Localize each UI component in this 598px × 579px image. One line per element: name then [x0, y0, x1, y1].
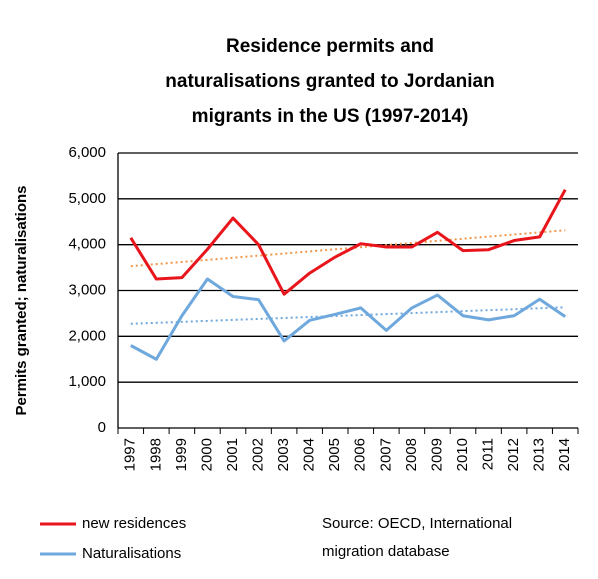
x-tick-label: 2005 — [326, 438, 343, 471]
y-axis-title: Permits granted; naturalisations — [13, 185, 30, 415]
x-tick-label: 2013 — [531, 438, 548, 471]
x-tick-label: 2010 — [454, 438, 471, 471]
y-tick-label: 3,000 — [68, 281, 106, 298]
y-tick-label: 5,000 — [68, 190, 106, 207]
series-line — [129, 188, 567, 296]
chart-title: Residence permits and — [226, 36, 434, 57]
x-tick-label: 2008 — [403, 438, 420, 471]
legend-label: new residences — [82, 515, 186, 532]
chart-title: migrants in the US (1997-2014) — [192, 106, 469, 127]
annotation: migration database — [322, 543, 450, 560]
x-tick-label: 2014 — [556, 438, 573, 471]
chart-title: naturalisations granted to Jordanian — [165, 71, 494, 92]
x-tick-label: 2001 — [224, 438, 241, 471]
x-tick-label: 2004 — [301, 438, 318, 471]
y-tick-label: 2,000 — [68, 327, 106, 344]
y-tick-label: 4,000 — [68, 236, 106, 253]
y-tick-label: 1,000 — [68, 373, 106, 390]
x-tick-label: 2007 — [377, 438, 394, 471]
y-tick-label: 6,000 — [68, 144, 106, 161]
x-tick-label: 2006 — [352, 438, 369, 471]
y-tick-label: 0 — [98, 419, 106, 436]
x-tick-label: 2000 — [198, 438, 215, 471]
x-tick-label: 1998 — [147, 438, 164, 471]
x-tick-label: 2012 — [505, 438, 522, 471]
x-tick-label: 1999 — [173, 438, 190, 471]
legend-label: Naturalisations — [82, 545, 181, 562]
x-tick-label: 2011 — [480, 438, 497, 470]
x-tick-label: 2009 — [428, 438, 445, 471]
series-line — [130, 277, 567, 361]
x-tick-label: 2002 — [250, 438, 267, 471]
x-tick-label: 1997 — [122, 438, 139, 471]
annotation: Source: OECD, International — [322, 515, 512, 532]
x-tick-label: 2003 — [275, 438, 292, 471]
